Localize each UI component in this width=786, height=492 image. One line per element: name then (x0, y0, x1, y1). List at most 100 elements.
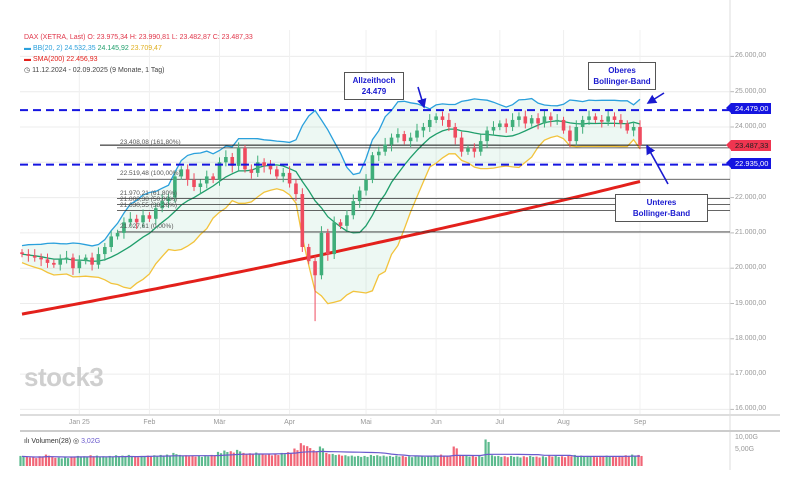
volume-bar (213, 455, 216, 466)
volume-bar (309, 448, 312, 466)
volume-bar (576, 455, 579, 466)
x-tick-label: Apr (284, 419, 296, 426)
volume-bar (248, 453, 251, 466)
candle-body (580, 119, 585, 127)
volume-bar (544, 457, 548, 466)
volume-bar (372, 455, 376, 466)
volume-bar (602, 456, 605, 466)
volume-bar (229, 451, 232, 466)
price-tag-last: 23.487,33 (725, 140, 772, 151)
volume-bar (417, 456, 420, 466)
volume-bar (366, 456, 369, 466)
volume-bar (28, 457, 31, 466)
volume-bar (516, 456, 519, 466)
volume-bar (360, 456, 363, 466)
y-tick-label: 20.000,00 (735, 264, 767, 272)
candle-body (294, 183, 298, 195)
volume-bar (331, 453, 334, 466)
candle-body (421, 127, 426, 131)
candle-body (83, 257, 88, 262)
volume-bar (191, 455, 194, 466)
bb-middle-value: 24.145,92 (97, 45, 129, 52)
bb-upper-value: 24.532,35 (64, 45, 96, 52)
volume-bar (471, 455, 474, 466)
volume-bar (79, 456, 82, 466)
volume-bar (611, 456, 615, 466)
volume-bar (490, 455, 494, 466)
volume-bar (172, 452, 175, 466)
candle-body (332, 222, 336, 255)
volume-bar (525, 457, 528, 466)
candle-body (103, 247, 107, 255)
candle-body (542, 116, 547, 124)
volume-bar (245, 454, 248, 466)
candle-body (249, 169, 254, 173)
candle-body (275, 169, 279, 177)
volume-bar (95, 455, 99, 466)
volume-bar (548, 455, 551, 466)
volume-bar (280, 452, 283, 466)
candle-body (402, 134, 407, 142)
candle-body (485, 130, 489, 142)
volume-bar (223, 450, 226, 466)
volume-bar (395, 455, 398, 466)
candle-body (606, 116, 610, 122)
volume-bar (185, 455, 188, 466)
volume-bar (232, 452, 235, 466)
candle-body (153, 208, 158, 219)
bb-lower-value: 23.709,47 (130, 45, 162, 52)
volume-bar (500, 456, 503, 466)
candle-body (466, 148, 470, 152)
volume-bar (509, 455, 513, 466)
volume-bar (353, 456, 356, 466)
candle-body (345, 215, 349, 226)
volume-bar (436, 456, 439, 466)
volume-bar (452, 446, 455, 466)
volume-bar (299, 443, 302, 466)
candle-body (498, 123, 502, 127)
candle-body (555, 119, 559, 121)
y-tick-label: 18.000,00 (735, 334, 767, 342)
y-tick-label: 25.000,00 (735, 87, 767, 95)
candle-body (631, 127, 636, 131)
volume-bar (60, 458, 63, 466)
volume-bar (423, 456, 426, 466)
candle-body (478, 141, 483, 152)
annotation-lower-band: Unteres Bollinger-Band (615, 194, 708, 222)
candle-body (383, 144, 387, 152)
bar-chart-icon: ılı (24, 438, 32, 445)
volume-bar (321, 448, 325, 466)
volume-bar (236, 449, 239, 466)
legend-ohlc: DAX (XETRA, Last) O: 23.975,34 H: 23.990… (24, 34, 253, 41)
candle-body (122, 222, 126, 233)
volume-bar (47, 455, 51, 466)
volume-bar (484, 439, 487, 466)
volume-average-line (21, 450, 640, 458)
candle-body (453, 127, 458, 138)
y-tick-label: 17.000,00 (735, 370, 767, 378)
volume-bar (618, 455, 621, 466)
candle-body (504, 123, 509, 127)
volume-bar (462, 455, 465, 466)
y-tick-label: 21.000,00 (735, 228, 767, 236)
volume-bar (102, 456, 105, 466)
volume-bar (38, 456, 41, 466)
legend-sma: ▬ SMA(200) 22.456,93 (24, 55, 98, 64)
candle-body (211, 176, 215, 180)
volume-bar (41, 457, 44, 466)
candle-body (638, 127, 642, 146)
volume-bar (325, 452, 328, 466)
volume-bar (344, 455, 347, 466)
volume-bar (105, 457, 108, 466)
annotation-text: Unteres (646, 198, 677, 207)
volume-bar (255, 452, 258, 466)
candle-body (52, 262, 56, 265)
annotation-text: Allzeithoch (352, 76, 396, 85)
candle-body (427, 119, 432, 127)
volume-bar (226, 452, 229, 466)
volume-bar (442, 455, 446, 466)
volume-bar (22, 456, 25, 466)
volume-bar (529, 455, 532, 466)
volume-bar (239, 451, 242, 466)
